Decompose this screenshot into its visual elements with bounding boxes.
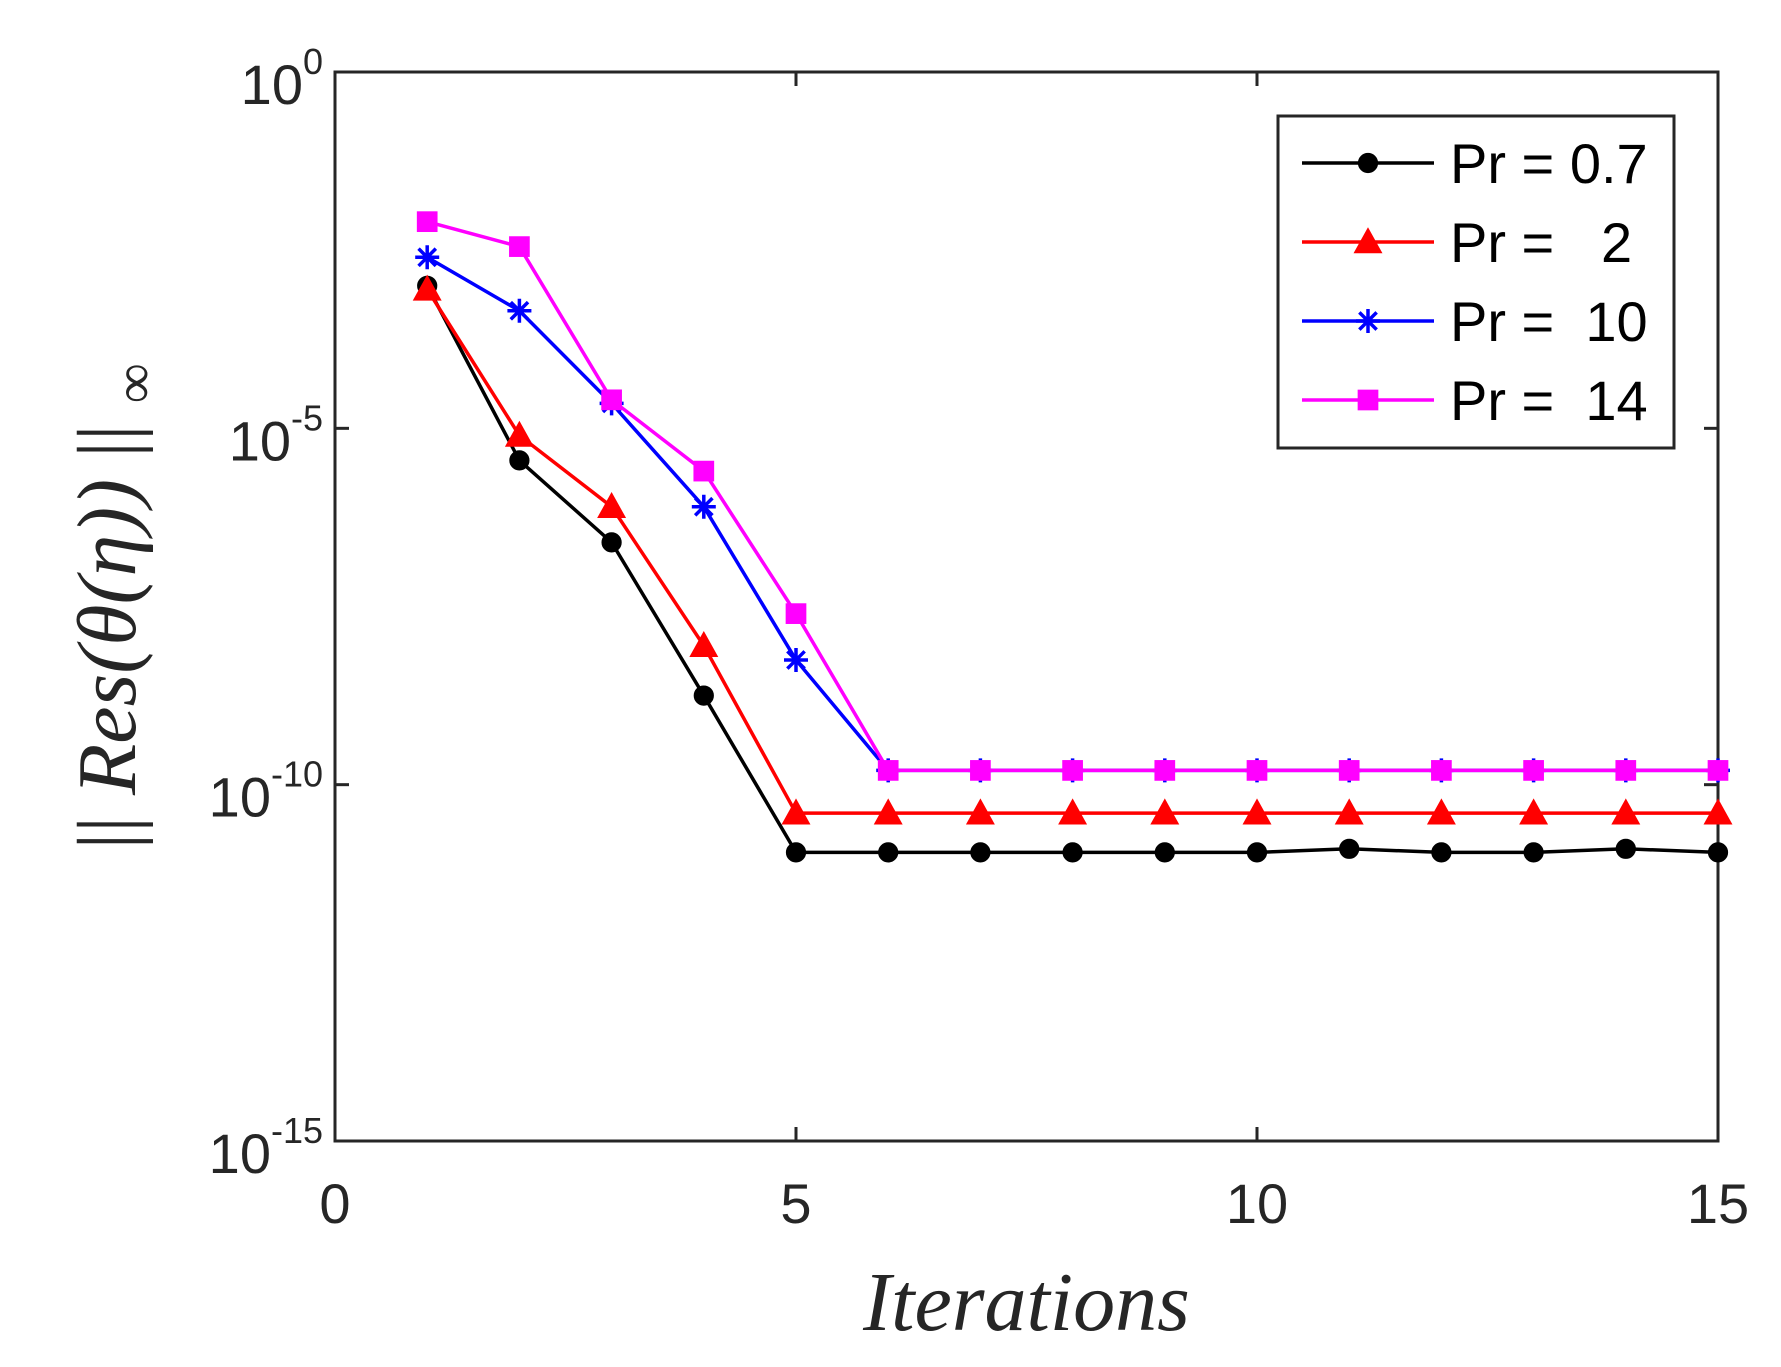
marker-circle xyxy=(1246,842,1268,863)
marker-square xyxy=(1338,760,1360,781)
marker-triangle xyxy=(1334,798,1364,825)
legend-item-4: Pr = 14 xyxy=(1302,369,1648,432)
legend-label: Pr = 14 xyxy=(1450,369,1648,432)
x-tick-label: 10 xyxy=(1226,1172,1288,1235)
marker-circle xyxy=(1339,838,1360,859)
y-tick-label-exponent: -5 xyxy=(291,397,323,438)
marker-triangle xyxy=(412,274,442,301)
marker-circle xyxy=(1707,842,1729,863)
marker-circle xyxy=(1062,842,1083,863)
marker-asterisk xyxy=(415,245,440,270)
marker-square xyxy=(970,760,991,781)
axes xyxy=(333,70,1720,1143)
x-axis-title: Iterations xyxy=(862,1256,1190,1349)
marker-triangle xyxy=(1353,227,1383,254)
series-layer xyxy=(412,211,1733,863)
marker-triangle xyxy=(1611,798,1641,825)
marker-circle xyxy=(785,842,807,863)
axes-frame xyxy=(333,70,1720,1143)
marker-square xyxy=(1062,760,1083,781)
marker-square xyxy=(1707,760,1729,781)
legend-item-1: Pr = 0.7 xyxy=(1302,132,1648,195)
marker-circle xyxy=(1523,842,1544,863)
y-axis-title-main: Res(θ(η)) xyxy=(61,479,154,796)
marker-circle xyxy=(1154,842,1175,863)
marker-square xyxy=(1523,760,1544,781)
legend-item-2: Pr = 2 xyxy=(1302,211,1632,274)
y-axis-title-text: || Res(θ(η)) || ∞ xyxy=(61,363,166,849)
legend-label: Pr = 10 xyxy=(1450,290,1648,353)
marker-square xyxy=(785,603,807,624)
marker-circle xyxy=(878,842,899,863)
marker-asterisk xyxy=(691,494,716,519)
marker-square xyxy=(877,760,899,781)
y-tick-label-base: 10 xyxy=(241,53,303,116)
y-tick-label: 10-15 xyxy=(209,1110,323,1185)
marker-asterisk xyxy=(784,647,808,672)
marker-square xyxy=(1357,389,1379,411)
marker-square xyxy=(601,389,622,411)
marker-circle xyxy=(1615,838,1636,859)
y-tick-label: 100 xyxy=(241,41,323,116)
y-tick-label: 10-10 xyxy=(209,754,323,829)
marker-asterisk xyxy=(1356,309,1380,333)
marker-triangle xyxy=(1242,798,1272,825)
marker-triangle xyxy=(504,420,534,447)
x-tick-label: 15 xyxy=(1687,1172,1749,1235)
marker-square xyxy=(1154,760,1176,781)
y-tick-label: 10-5 xyxy=(229,397,323,472)
marker-circle xyxy=(1431,842,1452,863)
y-tick-label-base: 10 xyxy=(229,409,291,472)
marker-triangle xyxy=(1150,798,1180,825)
marker-square xyxy=(1431,760,1452,781)
y-axis-title-subscript: ∞ xyxy=(104,363,166,403)
y-tick-label-base: 10 xyxy=(209,1122,271,1185)
y-axis-title-bars-right: || xyxy=(61,424,154,458)
marker-triangle xyxy=(1519,798,1549,825)
y-tick-label-exponent: 0 xyxy=(303,41,323,82)
marker-square xyxy=(416,211,438,233)
marker-triangle xyxy=(781,798,811,825)
marker-triangle xyxy=(597,491,627,519)
marker-triangle xyxy=(1703,798,1733,825)
series-2 xyxy=(412,274,1733,825)
x-tick-label: 5 xyxy=(780,1172,811,1235)
marker-triangle xyxy=(1426,798,1456,825)
marker-square xyxy=(1246,760,1268,781)
y-axis-title: || Res(θ(η)) || ∞ xyxy=(61,363,166,849)
marker-circle xyxy=(970,842,991,863)
x-tick-labels: 0 5 10 15 xyxy=(319,1172,1749,1235)
marker-triangle xyxy=(965,798,995,825)
legend-box xyxy=(1276,114,1676,450)
marker-triangle xyxy=(689,630,719,658)
marker-circle xyxy=(509,450,530,471)
marker-square xyxy=(693,460,715,482)
legend-item-3: Pr = 10 xyxy=(1302,290,1648,353)
series-4 xyxy=(416,211,1729,781)
marker-circle xyxy=(601,532,622,553)
x-tick-label: 0 xyxy=(319,1172,350,1235)
legend-label: Pr = 0.7 xyxy=(1450,132,1648,195)
legend-label: Pr = 2 xyxy=(1450,211,1632,274)
marker-square xyxy=(1615,760,1637,781)
marker-triangle xyxy=(873,798,903,825)
marker-circle xyxy=(1357,152,1379,174)
marker-square xyxy=(509,236,530,257)
legend: Pr = 0.7 Pr = 2 Pr = 10 Pr = 14 xyxy=(1276,114,1676,450)
y-axis-title-bars-left: || xyxy=(61,816,154,850)
marker-asterisk xyxy=(507,298,532,323)
y-tick-label-exponent: -15 xyxy=(271,1110,323,1151)
marker-circle xyxy=(693,685,714,706)
marker-triangle xyxy=(1058,798,1088,825)
y-tick-label-base: 10 xyxy=(209,766,271,829)
y-tick-label-exponent: -10 xyxy=(271,754,323,795)
